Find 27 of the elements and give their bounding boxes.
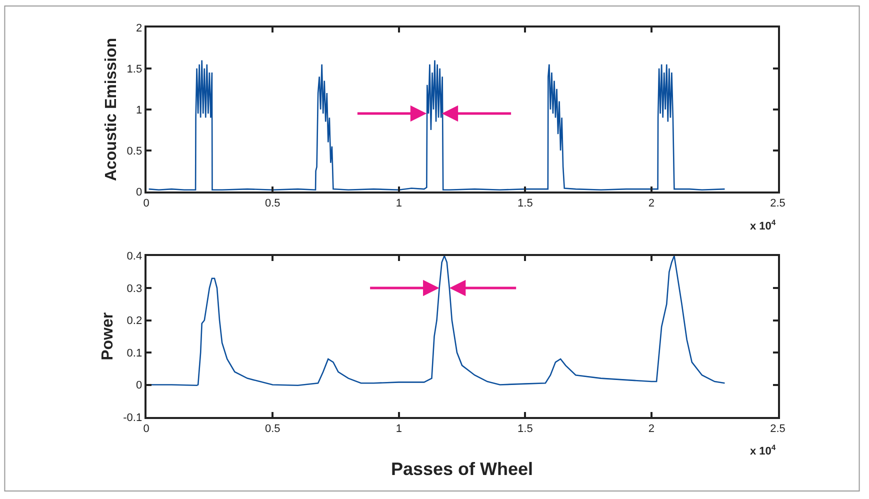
- y-tick-label: 0.2: [126, 315, 142, 328]
- x-tick-label: 0.5: [264, 423, 280, 436]
- text: x 10$^{4}$: [750, 443, 776, 458]
- y-tick-label: 0.1: [126, 347, 142, 360]
- x-tick-label: 2: [648, 198, 655, 210]
- x-tick-label: 1: [396, 198, 402, 210]
- y-tick-label: 0: [136, 186, 142, 198]
- x-tick-label: 1: [396, 423, 402, 436]
- text: x 10$^{4}$: [750, 218, 776, 233]
- line-series: [148, 60, 726, 191]
- y-axis-title: Acoustic Emission: [103, 38, 120, 182]
- y-tick-label: 2: [136, 22, 142, 34]
- x-tick-label: 0.5: [264, 198, 280, 210]
- x-tick-label: 2.5: [770, 198, 786, 210]
- x-tick-label: 2: [648, 423, 655, 436]
- y-axis-title: Power: [100, 312, 117, 360]
- y-tick-label: 0.4: [126, 250, 142, 263]
- x-tick-label: 1.5: [518, 423, 533, 436]
- x-axis-title: Passes of Wheel: [391, 458, 534, 479]
- y-tick-label: 1.5: [126, 63, 142, 76]
- y-tick-label: 1: [136, 104, 142, 116]
- y-tick-label: -0.1: [123, 412, 142, 424]
- y-tick-label: 0.3: [126, 282, 142, 295]
- x-tick-label: 1.5: [518, 198, 533, 210]
- y-tick-label: 0: [136, 380, 142, 392]
- y-tick-label: 0.5: [126, 145, 142, 158]
- x-tick-label: 2.5: [770, 423, 786, 436]
